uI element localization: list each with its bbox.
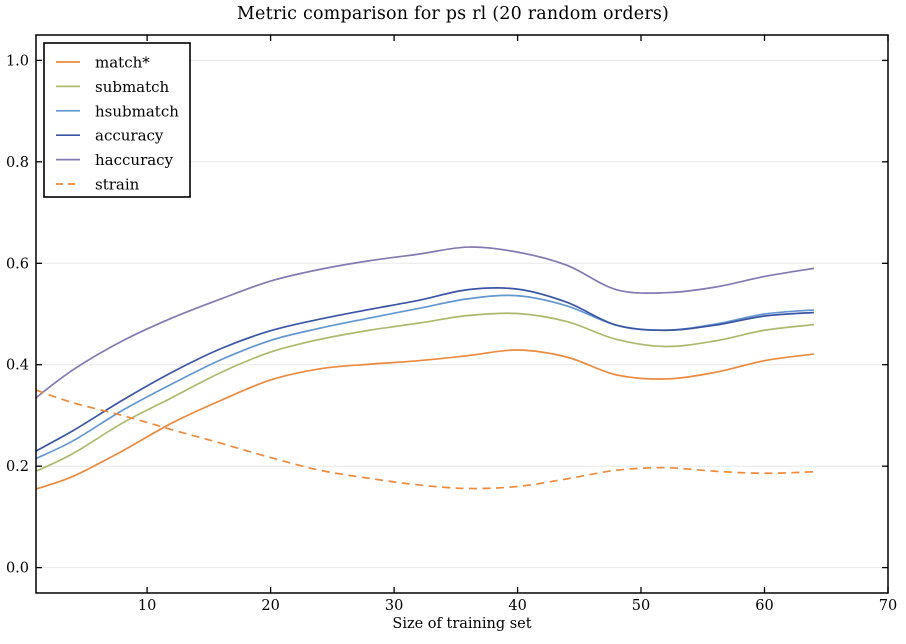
series-line-strain xyxy=(35,389,814,490)
legend-label-haccuracy: haccuracy xyxy=(95,151,174,169)
legend-label-accuracy: accuracy xyxy=(95,127,164,145)
y-tick-label: 0.4 xyxy=(6,358,29,374)
x-tick-label: 60 xyxy=(755,598,773,614)
y-tick-label: 1.0 xyxy=(6,53,29,69)
x-tick-label: 20 xyxy=(261,598,279,614)
series-line-match xyxy=(35,349,815,490)
y-tick-label: 0.2 xyxy=(6,459,29,475)
x-tick-label: 10 xyxy=(138,598,156,614)
legend-label-strain: strain xyxy=(95,176,140,194)
x-axis-label: Size of training set xyxy=(392,616,532,632)
chart-title: Metric comparison for ps rl (20 random o… xyxy=(236,4,670,24)
y-tick-label: 0.0 xyxy=(6,561,29,577)
series-line-accuracy xyxy=(35,287,814,452)
legend-label-match: match* xyxy=(95,54,150,72)
x-tick-label: 70 xyxy=(879,598,897,614)
series-line-submatch xyxy=(35,312,815,473)
y-tick-label: 0.6 xyxy=(6,256,29,272)
legend-label-submatch: submatch xyxy=(95,78,170,96)
x-tick-label: 50 xyxy=(632,598,650,614)
x-tick-label: 40 xyxy=(508,598,526,614)
series-line-haccuracy xyxy=(35,246,815,399)
x-tick-label: 30 xyxy=(385,598,403,614)
y-tick-label: 0.8 xyxy=(6,155,29,171)
legend-label-hsubmatch: hsubmatch xyxy=(95,102,179,120)
plot-border xyxy=(35,34,889,594)
legend-box xyxy=(43,42,191,198)
